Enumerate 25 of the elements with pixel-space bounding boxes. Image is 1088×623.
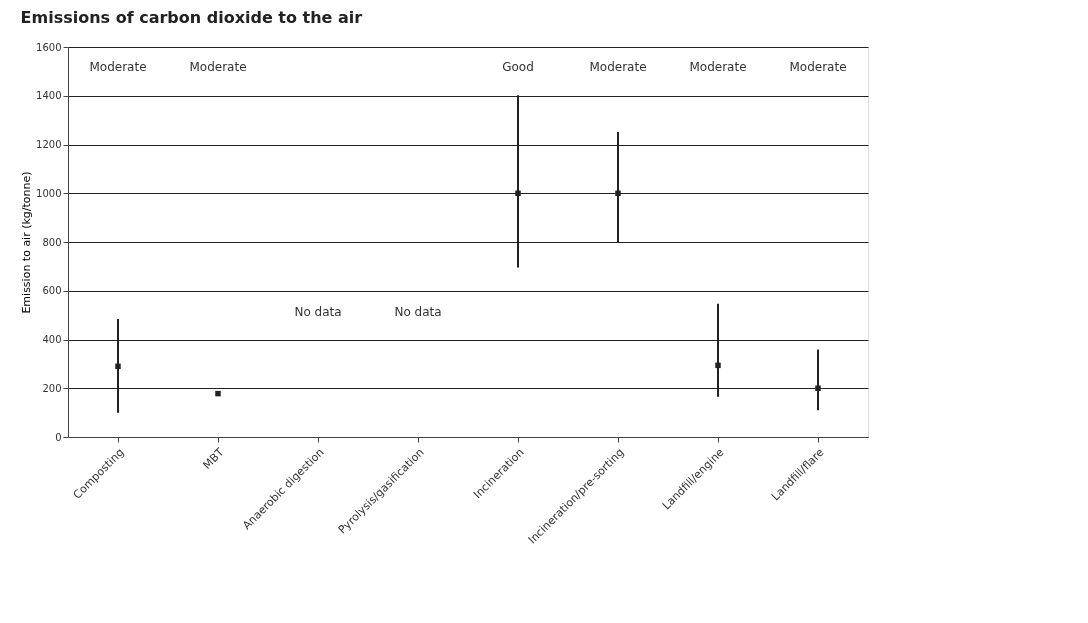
point — [115, 363, 121, 370]
y-tick-label: 1000 — [36, 187, 62, 199]
annotation: No data — [294, 305, 342, 320]
y-tick-label: 200 — [42, 382, 62, 394]
y-axis-title: Emission to air (kg/tonne) — [20, 171, 34, 314]
y-tick-label: 1200 — [36, 139, 62, 150]
annotation: Moderate — [689, 59, 747, 74]
chart-title: Emissions of carbon dioxide to the air — [20, 8, 363, 27]
y-tick-label: 0 — [55, 431, 62, 443]
annotation: Moderate — [89, 59, 147, 74]
y-tick-label: 600 — [42, 285, 62, 297]
y-tick-label: 800 — [42, 236, 62, 248]
point — [615, 190, 621, 196]
annotation: Moderate — [589, 59, 647, 74]
point — [815, 385, 821, 391]
y-tick-label: 400 — [42, 334, 62, 345]
annotation: Moderate — [189, 59, 247, 74]
point — [515, 190, 521, 196]
annotation: Good — [502, 59, 534, 74]
point — [215, 390, 221, 397]
y-tick-label: 1400 — [36, 90, 62, 102]
annotation: No data — [394, 305, 442, 320]
annotation: Moderate — [789, 59, 847, 74]
point — [715, 362, 721, 369]
y-tick-label: 1600 — [36, 41, 62, 53]
